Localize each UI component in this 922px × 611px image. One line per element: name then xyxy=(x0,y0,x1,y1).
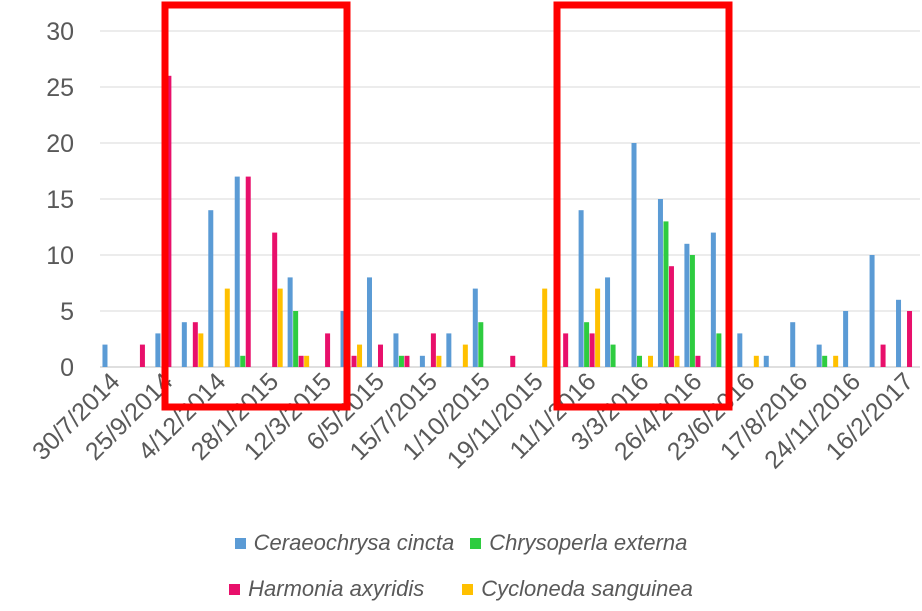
highlight-box xyxy=(161,1,351,411)
bar-harmonia-axyridis xyxy=(695,355,701,367)
bar-ceraeochrysa-cincta xyxy=(472,288,478,367)
bar-cycloneda-sanguinea xyxy=(648,355,654,367)
bar-ceraeochrysa-cincta xyxy=(446,333,452,367)
y-tick-label: 10 xyxy=(46,242,74,270)
bar-chrysoperla-externa xyxy=(478,322,484,367)
bar-harmonia-axyridis xyxy=(139,344,145,367)
bar-harmonia-axyridis xyxy=(166,75,172,368)
bar-cycloneda-sanguinea xyxy=(462,344,468,367)
bar-ceraeochrysa-cincta xyxy=(419,355,425,367)
bar-ceraeochrysa-cincta xyxy=(605,277,611,367)
bar-harmonia-axyridis xyxy=(563,333,569,367)
highlight-box xyxy=(553,1,733,411)
bar-harmonia-axyridis xyxy=(589,333,595,367)
bar-harmonia-axyridis xyxy=(377,344,383,367)
y-tick-label: 25 xyxy=(46,74,74,102)
bar-chrysoperla-externa xyxy=(716,333,722,367)
bar-chrysoperla-externa xyxy=(240,355,246,367)
legend-label: Cycloneda sanguinea xyxy=(481,576,693,601)
bar-chrysoperla-externa xyxy=(689,255,695,367)
bar-cycloneda-sanguinea xyxy=(277,288,283,367)
y-tick-label: 20 xyxy=(46,130,74,158)
bar-harmonia-axyridis xyxy=(272,232,278,367)
bar-ceraeochrysa-cincta xyxy=(763,355,769,367)
bar-ceraeochrysa-cincta xyxy=(208,210,214,367)
legend-swatch xyxy=(470,537,482,549)
bar-ceraeochrysa-cincta xyxy=(657,199,663,367)
bar-ceraeochrysa-cincta xyxy=(393,333,399,367)
y-tick-label: 5 xyxy=(60,298,74,326)
bar-cycloneda-sanguinea xyxy=(674,355,680,367)
bar-harmonia-axyridis xyxy=(325,333,331,367)
y-tick-label: 30 xyxy=(46,18,74,46)
legend-item-chrysoperla: Chrysoperla externa xyxy=(470,530,687,556)
bar-chrysoperla-externa xyxy=(822,355,828,367)
bar-harmonia-axyridis xyxy=(430,333,436,367)
bar-harmonia-axyridis xyxy=(880,344,886,367)
bar-harmonia-axyridis xyxy=(192,322,198,367)
bar-ceraeochrysa-cincta xyxy=(631,143,637,367)
bar-cycloneda-sanguinea xyxy=(357,344,363,367)
x-axis-ticks: 30/7/201425/9/20144/12/201428/1/201512/3… xyxy=(27,367,919,474)
bar-harmonia-axyridis xyxy=(351,355,357,367)
bar-harmonia-axyridis xyxy=(298,355,304,367)
legend-swatch xyxy=(229,583,241,595)
legend-item-cycloneda: Cycloneda sanguinea xyxy=(462,576,693,602)
bar-ceraeochrysa-cincta xyxy=(155,333,161,367)
bar-ceraeochrysa-cincta xyxy=(366,277,372,367)
bar-ceraeochrysa-cincta xyxy=(340,311,346,367)
bar-harmonia-axyridis xyxy=(245,176,251,367)
bar-cycloneda-sanguinea xyxy=(224,288,230,367)
legend-swatch xyxy=(462,583,474,595)
bar-chrysoperla-externa xyxy=(610,344,616,367)
bar-chrysoperla-externa xyxy=(398,355,404,367)
legend-label: Chrysoperla externa xyxy=(489,530,688,555)
bar-harmonia-axyridis xyxy=(907,311,913,367)
bar-cycloneda-sanguinea xyxy=(833,355,839,367)
bar-cycloneda-sanguinea xyxy=(595,288,601,367)
legend-label: Ceraeochrysa cincta xyxy=(253,530,455,555)
bar-ceraeochrysa-cincta xyxy=(843,311,849,367)
gridlines xyxy=(100,30,920,368)
y-axis-ticks: 0 5 10 15 20 25 30 xyxy=(46,18,74,382)
bar-ceraeochrysa-cincta xyxy=(102,344,108,367)
bar-cycloneda-sanguinea xyxy=(198,333,204,367)
bar-ceraeochrysa-cincta xyxy=(710,232,716,367)
bar-ceraeochrysa-cincta xyxy=(181,322,187,367)
bars xyxy=(102,75,913,368)
legend-item-ceraeochrysa: Ceraeochrysa cincta xyxy=(234,530,455,556)
bar-chrysoperla-externa xyxy=(584,322,590,367)
bar-ceraeochrysa-cincta xyxy=(578,210,584,367)
y-tick-label: 15 xyxy=(46,186,74,214)
bar-cycloneda-sanguinea xyxy=(436,355,442,367)
bar-cycloneda-sanguinea xyxy=(542,288,548,367)
legend-swatch xyxy=(234,537,246,549)
legend-row-2: Harmonia axyridis Cycloneda sanguinea xyxy=(0,576,922,602)
bar-harmonia-axyridis xyxy=(404,355,410,367)
y-tick-label: 0 xyxy=(60,354,74,382)
highlight-boxes xyxy=(161,1,733,411)
bar-ceraeochrysa-cincta xyxy=(896,299,902,367)
legend-label: Harmonia axyridis xyxy=(248,576,425,601)
bar-ceraeochrysa-cincta xyxy=(234,176,240,367)
bar-ceraeochrysa-cincta xyxy=(737,333,743,367)
bar-ceraeochrysa-cincta xyxy=(684,243,690,367)
bar-cycloneda-sanguinea xyxy=(304,355,310,367)
bar-ceraeochrysa-cincta xyxy=(790,322,796,367)
bar-chrysoperla-externa xyxy=(293,311,299,367)
bar-ceraeochrysa-cincta xyxy=(287,277,293,367)
bar-harmonia-axyridis xyxy=(510,355,516,367)
bar-ceraeochrysa-cincta xyxy=(869,255,875,367)
bar-cycloneda-sanguinea xyxy=(753,355,759,367)
bar-ceraeochrysa-cincta xyxy=(816,344,822,367)
bar-chrysoperla-externa xyxy=(637,355,643,367)
bar-chrysoperla-externa xyxy=(663,221,669,367)
legend-row-1: Ceraeochrysa cincta Chrysoperla externa xyxy=(0,530,922,556)
legend-item-harmonia: Harmonia axyridis xyxy=(229,576,424,602)
bar-harmonia-axyridis xyxy=(668,266,674,367)
